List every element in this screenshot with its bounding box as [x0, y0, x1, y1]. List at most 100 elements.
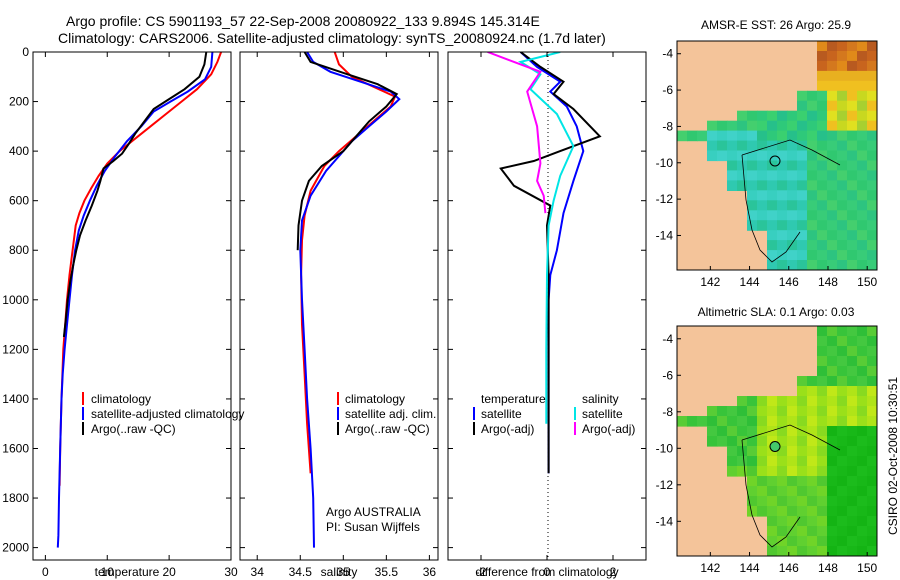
salinity-axes-frame: [239, 51, 439, 561]
sla-map-title: Altimetric SLA: 0.1 Argo: 0.03: [698, 305, 855, 319]
map-cell: [747, 476, 758, 487]
map-cell: [837, 356, 848, 367]
map-cell: [807, 110, 818, 122]
map-cell: [847, 160, 858, 172]
map-cell: [757, 416, 768, 427]
map-cell: [797, 396, 808, 407]
map-cell: [747, 496, 758, 507]
map-cell: [857, 100, 868, 112]
map-cell: [757, 150, 768, 162]
map-cell: [847, 476, 858, 487]
map-cell: [837, 436, 848, 447]
map-cell: [747, 170, 758, 181]
map-cell: [797, 466, 808, 477]
map-cell: [827, 476, 838, 487]
map-cell: [817, 486, 828, 497]
map-cell: [797, 476, 808, 487]
credit-argo-australia: Argo AUSTRALIA: [326, 505, 421, 519]
legend-label-temp-satellite: satellite: [481, 407, 522, 421]
map-cell: [837, 546, 848, 556]
map-cell: [767, 130, 778, 142]
y-tick-label: 0: [22, 45, 29, 59]
map-cell: [787, 190, 798, 201]
map-cell: [807, 90, 818, 102]
x-tick-label: 35.5: [375, 565, 399, 579]
map-cell: [777, 200, 788, 211]
map-cell: [867, 506, 877, 517]
map-cell: [857, 210, 868, 221]
x-tick-label: -2: [476, 565, 487, 579]
map-cell: [757, 160, 768, 172]
map-cell: [787, 466, 798, 477]
map-cell: [737, 446, 748, 457]
map-cell: [837, 516, 848, 527]
map-cell: [827, 80, 838, 92]
map-cell: [837, 80, 848, 92]
map-cell: [817, 51, 828, 62]
map-cell: [837, 60, 848, 72]
map-cell: [767, 230, 778, 241]
map-cell: [807, 260, 818, 270]
map-cell: [807, 240, 818, 251]
map-cell: [727, 180, 738, 191]
map-y-tick-label: -4: [662, 332, 673, 346]
map-cell: [867, 260, 877, 270]
map-cell: [867, 466, 877, 477]
map-cell: [817, 506, 828, 517]
map-cell: [817, 436, 828, 447]
map-cell: [817, 130, 828, 142]
map-cell: [747, 160, 758, 172]
map-cell: [867, 90, 877, 102]
map-cell: [847, 140, 858, 152]
map-cell: [827, 446, 838, 457]
map-cell: [857, 426, 868, 437]
map-cell: [827, 346, 838, 357]
map-cell: [787, 160, 798, 172]
map-cell: [847, 516, 858, 527]
map-cell: [827, 140, 838, 152]
map-cell: [807, 210, 818, 221]
map-cell: [837, 426, 848, 437]
map-cell: [797, 456, 808, 467]
map-cell: [867, 526, 877, 537]
map-cell: [737, 416, 748, 427]
temperature-axes-frame: [32, 51, 232, 561]
map-cell: [687, 416, 698, 427]
series-line-satellite-adj-clim: [299, 52, 401, 548]
map-cell: [847, 210, 858, 221]
map-cell: [747, 220, 758, 231]
map-cell: [777, 220, 788, 231]
map-cell: [847, 366, 858, 377]
map-cell: [827, 220, 838, 231]
map-cell: [827, 546, 838, 556]
map-cell: [747, 426, 758, 437]
map-cell: [837, 110, 848, 122]
map-cell: [737, 466, 748, 477]
map-cell: [767, 406, 778, 417]
map-cell: [737, 396, 748, 407]
map-cell: [867, 150, 877, 162]
map-cell: [787, 406, 798, 417]
map-cell: [837, 150, 848, 162]
map-cell: [797, 130, 808, 142]
map-cell: [777, 416, 788, 427]
map-cell: [767, 466, 778, 477]
map-cell: [807, 100, 818, 112]
map-cell: [807, 486, 818, 497]
map-cell: [777, 110, 788, 122]
map-cell: [837, 456, 848, 467]
map-cell: [827, 526, 838, 537]
map-cell: [867, 336, 877, 347]
map-cell: [827, 230, 838, 241]
map-cell: [867, 376, 877, 387]
map-cell: [777, 436, 788, 447]
map-cell: [757, 446, 768, 457]
map-cell: [857, 170, 868, 181]
map-cell: [857, 90, 868, 102]
map-cell: [797, 90, 808, 102]
map-cell: [847, 426, 858, 437]
map-cell: [847, 496, 858, 507]
map-cell: [797, 376, 808, 387]
map-cell: [867, 250, 877, 261]
